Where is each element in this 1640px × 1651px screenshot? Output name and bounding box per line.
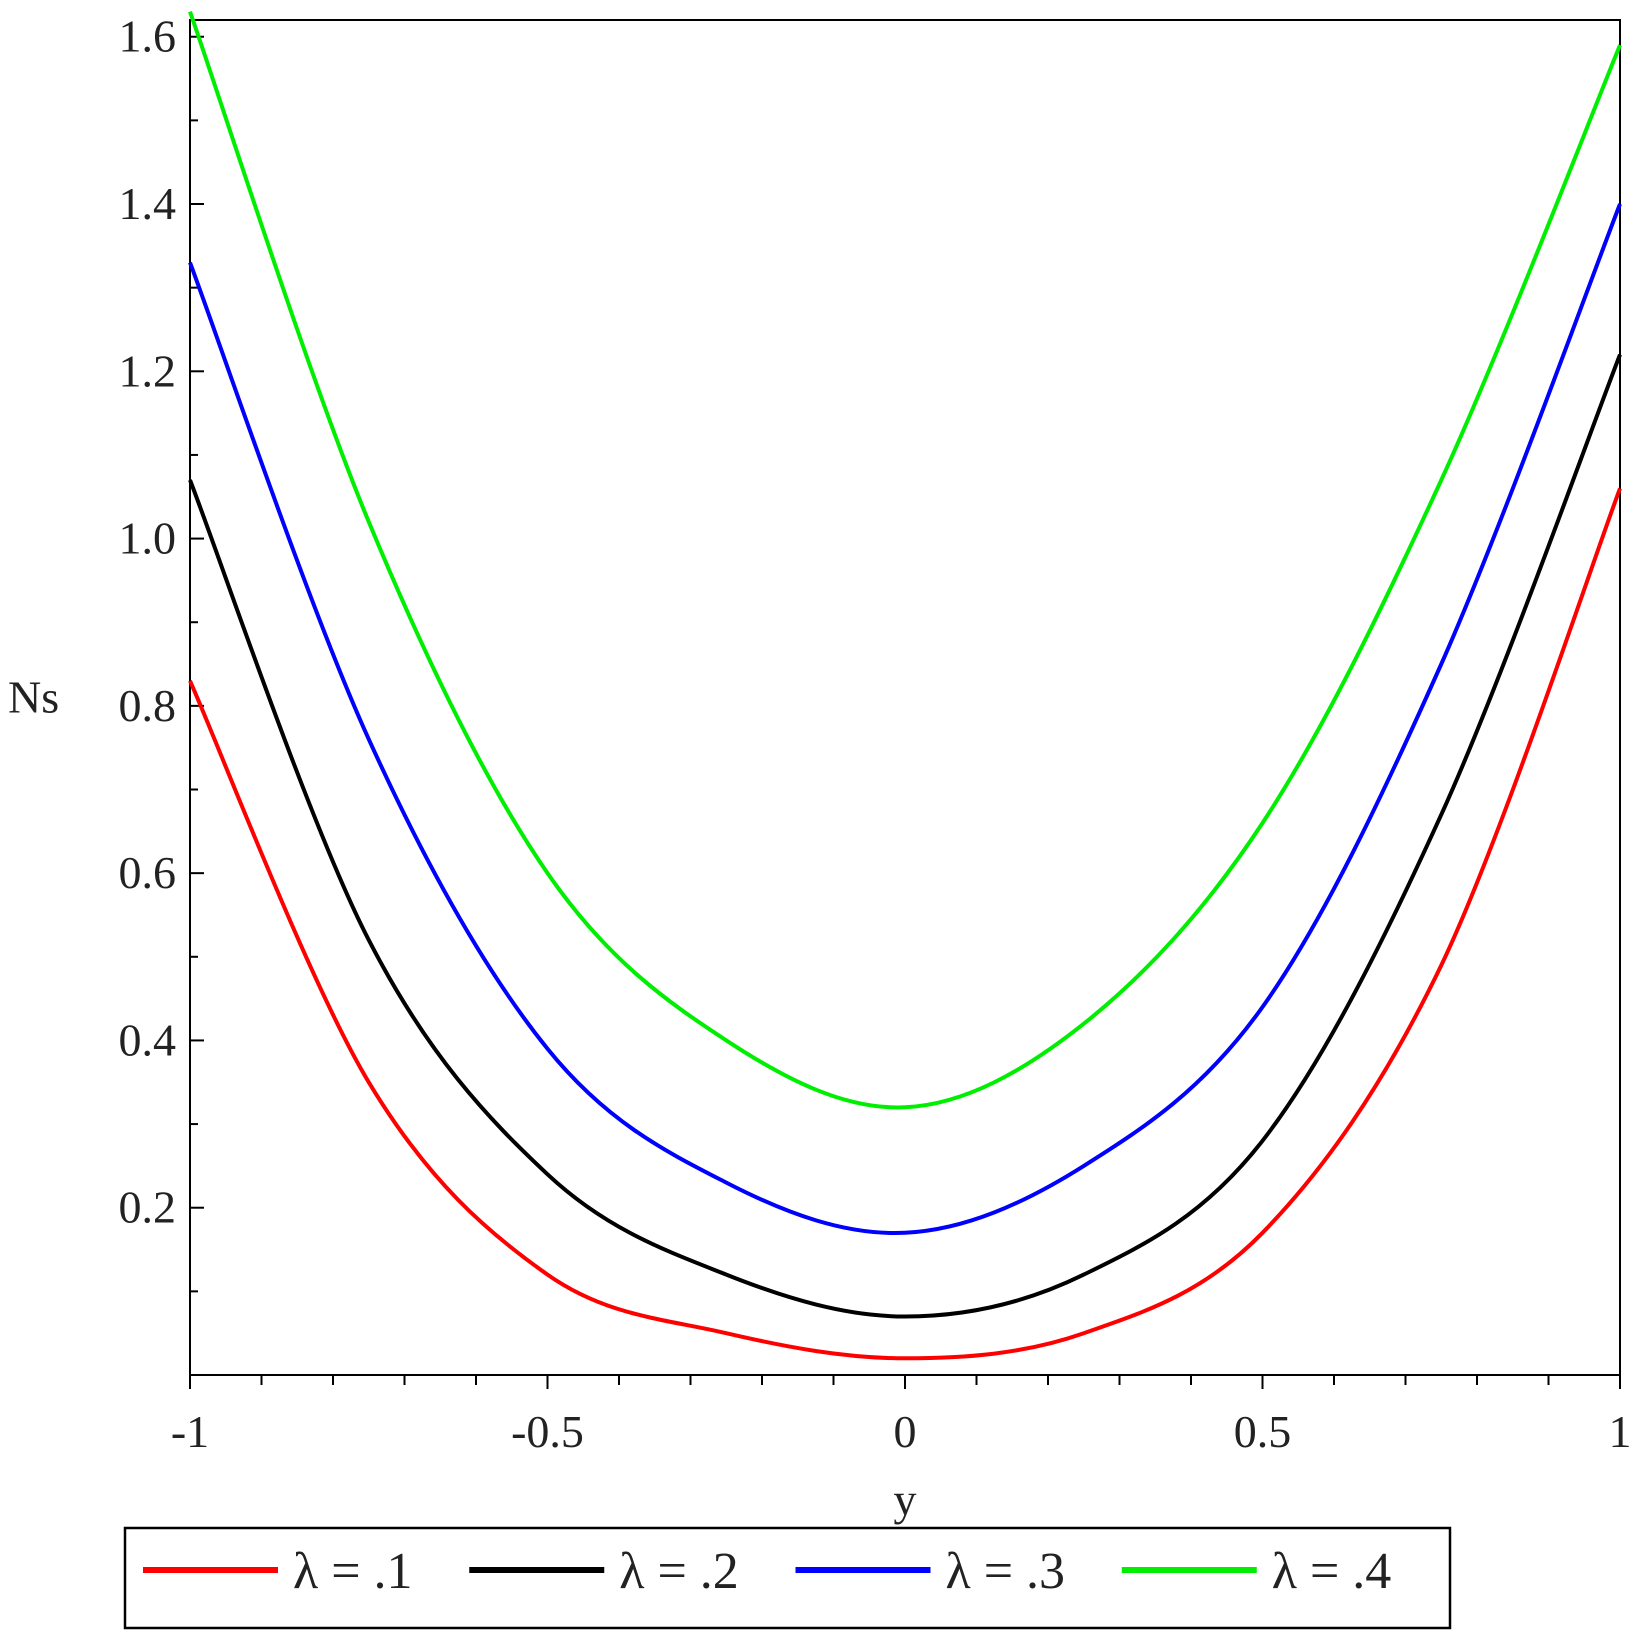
series-line-1 [188, 487, 1622, 1361]
legend-box [123, 1526, 1452, 1630]
legend-label: λ = .4 [1272, 1543, 1392, 1600]
series-line-2 [188, 353, 1622, 1319]
x-tick-label: 0 [894, 1406, 917, 1457]
x-tick-label: -0.5 [511, 1406, 584, 1457]
legend: λ = .1 λ = .2 λ = .3 λ = .4 [123, 1526, 1452, 1630]
x-tick-label: -1 [171, 1406, 209, 1457]
y-tick-label: 1.6 [119, 11, 177, 62]
plot-area [189, 19, 1621, 1376]
y-tick-label: 1.2 [119, 345, 177, 396]
series-lines [188, 10, 1622, 1361]
x-axis-label: y [894, 1474, 917, 1525]
plot-frame [189, 19, 1621, 1376]
legend-label: λ = .1 [293, 1543, 413, 1600]
x-tick-label: 0.5 [1234, 1406, 1292, 1457]
x-tick-label: 1 [1609, 1406, 1632, 1457]
legend-label: λ = .2 [619, 1543, 739, 1600]
y-tick-label: 0.2 [119, 1182, 177, 1233]
legend-label: λ = .3 [946, 1543, 1066, 1600]
y-tick-label: 0.6 [119, 847, 177, 898]
series-line-4 [188, 10, 1622, 1110]
y-axis: 0.2 0.4 0.6 0.8 1.0 1.2 1.4 1.6 [119, 11, 204, 1293]
x-axis: -1 -0.5 0 0.5 1 [171, 1375, 1632, 1457]
y-tick-label: 1.4 [119, 178, 177, 229]
series-line-3 [188, 203, 1622, 1236]
y-tick-label: 0.4 [119, 1014, 177, 1065]
y-tick-label: 0.8 [119, 680, 177, 731]
y-axis-label: Ns [8, 672, 59, 723]
y-tick-label: 1.0 [119, 513, 177, 564]
